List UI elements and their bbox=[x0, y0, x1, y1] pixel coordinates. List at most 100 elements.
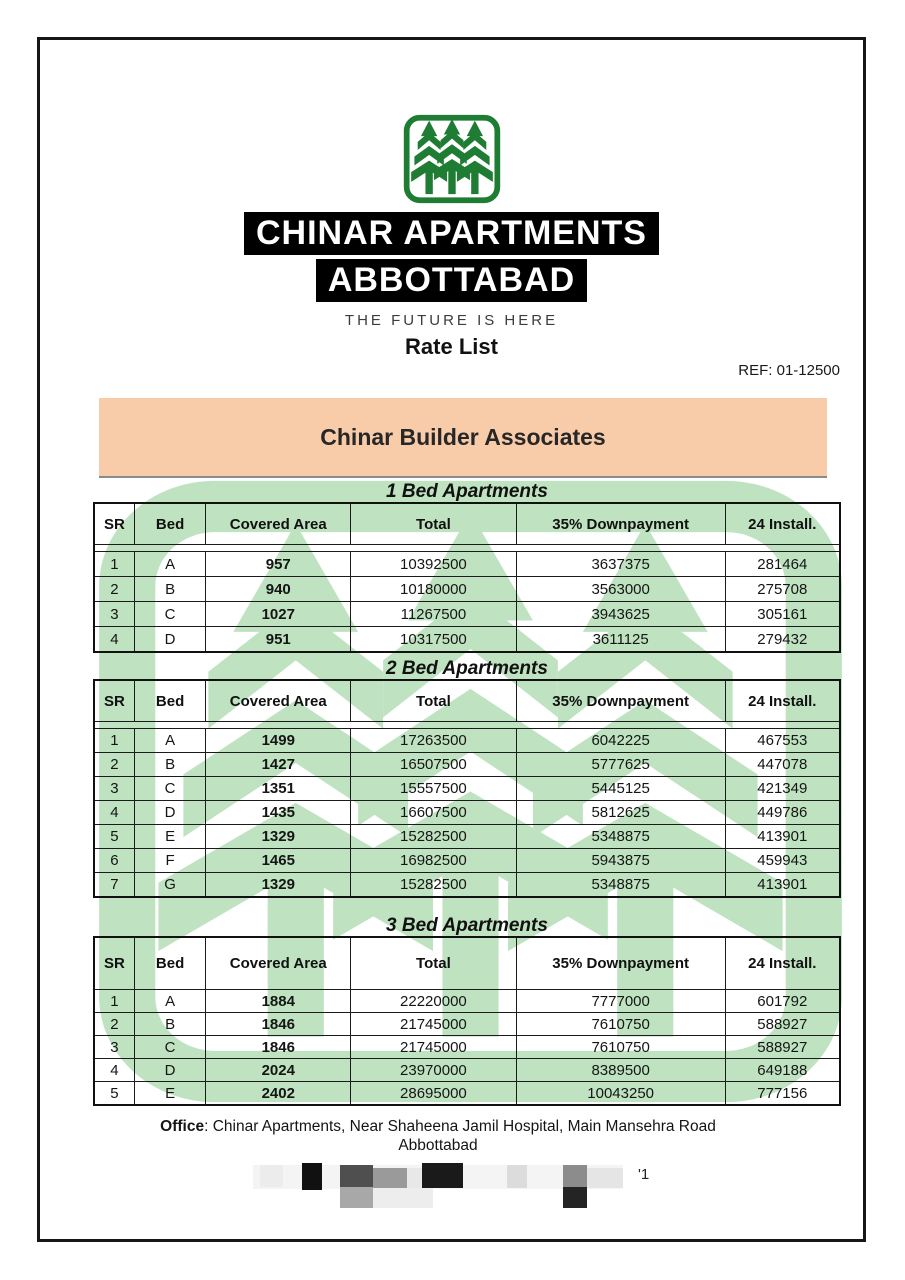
builder-banner: Chinar Builder Associates bbox=[99, 398, 827, 478]
cell-install: 421349 bbox=[724, 776, 841, 801]
cell-total: 10180000 bbox=[350, 576, 517, 602]
table-row: 5 E 2402 28695000 10043250 777156 bbox=[93, 1081, 841, 1106]
col-header-sr: SR bbox=[93, 936, 135, 990]
cell-covered-area: 1329 bbox=[205, 824, 352, 849]
cell-covered-area: 2024 bbox=[205, 1058, 352, 1082]
cell-downpayment: 7777000 bbox=[515, 989, 726, 1013]
cell-install: 413901 bbox=[724, 872, 841, 898]
office-address: Office: Chinar Apartments, Near Shaheena… bbox=[93, 1117, 783, 1155]
office-label: Office bbox=[160, 1118, 205, 1135]
cell-install: 588927 bbox=[724, 1012, 841, 1036]
col-header-bed: Bed bbox=[133, 936, 207, 990]
cell-covered-area: 1427 bbox=[205, 752, 352, 777]
cell-covered-area: 1329 bbox=[205, 872, 352, 898]
cell-downpayment: 5348875 bbox=[515, 872, 726, 898]
cell-bed: B bbox=[133, 752, 207, 777]
cell-bed: D bbox=[133, 626, 207, 653]
cell-install: 459943 bbox=[724, 848, 841, 873]
brand-bar-2: ABBOTTABAD bbox=[40, 259, 863, 302]
table-row: 3 C 1351 15557500 5445125 421349 bbox=[93, 776, 841, 801]
redacted-block bbox=[373, 1188, 433, 1208]
cell-bed: B bbox=[133, 576, 207, 602]
col-header-total: Total bbox=[350, 502, 517, 545]
cell-bed: C bbox=[133, 776, 207, 801]
col-header-downpayment: 35% Downpayment bbox=[515, 936, 726, 990]
cell-bed: A bbox=[133, 989, 207, 1013]
cell-sr: 3 bbox=[93, 776, 135, 801]
cell-covered-area: 1435 bbox=[205, 800, 352, 825]
table-row: 2 B 940 10180000 3563000 275708 bbox=[93, 576, 841, 602]
cell-bed: C bbox=[133, 601, 207, 627]
cell-downpayment: 3637375 bbox=[515, 551, 726, 577]
brand-city: ABBOTTABAD bbox=[315, 259, 588, 302]
cell-downpayment: 3563000 bbox=[515, 576, 726, 602]
cell-bed: G bbox=[133, 872, 207, 898]
cell-total: 10317500 bbox=[350, 626, 517, 653]
cell-bed: A bbox=[133, 728, 207, 753]
cell-covered-area: 940 bbox=[205, 576, 352, 602]
cell-covered-area: 1846 bbox=[205, 1035, 352, 1059]
brand-name: CHINAR APARTMENTS bbox=[244, 212, 659, 255]
cell-install: 305161 bbox=[724, 601, 841, 627]
cell-bed: E bbox=[133, 1081, 207, 1106]
table-title: 1 Bed Apartments bbox=[386, 481, 548, 502]
header-row: SR Bed Covered Area Total 35% Downpayment 24 … bbox=[93, 679, 841, 722]
rate-table: SR Bed Covered Area Total 35% Downpayment 24 … bbox=[93, 679, 841, 898]
cell-install: 281464 bbox=[724, 551, 841, 577]
cell-sr: 2 bbox=[93, 576, 135, 602]
header-spacer-row bbox=[94, 721, 840, 729]
cell-total: 17263500 bbox=[350, 728, 517, 753]
col-header-downpayment: 35% Downpayment bbox=[515, 679, 726, 722]
cell-total: 15557500 bbox=[350, 776, 517, 801]
redacted-block bbox=[507, 1165, 527, 1188]
table-row: 2 B 1427 16507500 5777625 447078 bbox=[93, 752, 841, 777]
redacted-block bbox=[340, 1187, 373, 1208]
cell-bed: A bbox=[133, 551, 207, 577]
cell-covered-area: 1884 bbox=[205, 989, 352, 1013]
cell-sr: 1 bbox=[93, 989, 135, 1013]
cell-downpayment: 7610750 bbox=[515, 1035, 726, 1059]
col-header-covered-area: Covered Area bbox=[205, 936, 352, 990]
redacted-block bbox=[563, 1165, 587, 1187]
redacted-contact-strip: '1 bbox=[93, 1163, 841, 1211]
table-row: 1 A 1884 22220000 7777000 601792 bbox=[93, 989, 841, 1013]
cell-install: 447078 bbox=[724, 752, 841, 777]
col-header-bed: Bed bbox=[133, 679, 207, 722]
table-row: 1 A 957 10392500 3637375 281464 bbox=[93, 551, 841, 577]
rate-table: SR Bed Covered Area Total 35% Downpayment 24 … bbox=[93, 502, 841, 653]
cell-covered-area: 951 bbox=[205, 626, 352, 653]
page-border: CHINAR APARTMENTS ABBOTTABAD THE FUTURE … bbox=[37, 37, 866, 1242]
table-row: 6 F 1465 16982500 5943875 459943 bbox=[93, 848, 841, 873]
col-header-covered-area: Covered Area bbox=[205, 502, 352, 545]
builder-banner-title: Chinar Builder Associates bbox=[320, 423, 606, 450]
brand-bar-1: CHINAR APARTMENTS bbox=[40, 212, 863, 255]
cell-covered-area: 1351 bbox=[205, 776, 352, 801]
cell-install: 649188 bbox=[724, 1058, 841, 1082]
col-header-install: 24 Install. bbox=[724, 679, 841, 722]
col-header-total: Total bbox=[350, 679, 517, 722]
tagline: THE FUTURE IS HERE bbox=[344, 312, 559, 329]
cell-downpayment: 10043250 bbox=[515, 1081, 726, 1106]
cell-bed: B bbox=[133, 1012, 207, 1036]
document-title: Rate List bbox=[405, 334, 498, 359]
cell-downpayment: 5348875 bbox=[515, 824, 726, 849]
col-header-downpayment: 35% Downpayment bbox=[515, 502, 726, 545]
redacted-block bbox=[340, 1165, 373, 1188]
header-row: SR Bed Covered Area Total 35% Downpayment 24 … bbox=[93, 936, 841, 990]
cell-covered-area: 1499 bbox=[205, 728, 352, 753]
col-header-install: 24 Install. bbox=[724, 936, 841, 990]
cell-downpayment: 5943875 bbox=[515, 848, 726, 873]
cell-install: 449786 bbox=[724, 800, 841, 825]
cell-total: 28695000 bbox=[350, 1081, 517, 1106]
table-row: 4 D 1435 16607500 5812625 449786 bbox=[93, 800, 841, 825]
cell-covered-area: 957 bbox=[205, 551, 352, 577]
cell-covered-area: 2402 bbox=[205, 1081, 352, 1106]
table-row: 1 A 1499 17263500 6042225 467553 bbox=[93, 728, 841, 753]
col-header-sr: SR bbox=[93, 502, 135, 545]
partial-contact-text: '1 bbox=[638, 1166, 650, 1183]
table-row: 4 D 951 10317500 3611125 279432 bbox=[93, 626, 841, 653]
col-header-covered-area: Covered Area bbox=[205, 679, 352, 722]
cell-install: 777156 bbox=[724, 1081, 841, 1106]
cell-downpayment: 8389500 bbox=[515, 1058, 726, 1082]
redacted-block bbox=[422, 1163, 463, 1188]
